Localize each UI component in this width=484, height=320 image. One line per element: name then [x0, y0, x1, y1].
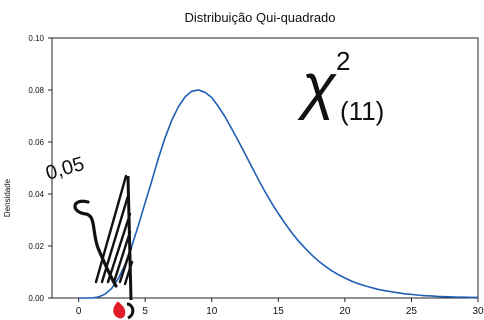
red-mark [113, 301, 126, 319]
y-tick-label: 0.00 [28, 294, 44, 303]
chart-title: Distribuição Qui-quadrado [184, 10, 335, 25]
series-group [78, 89, 478, 299]
axes [51, 37, 479, 299]
y-axis-label: Densidade [3, 178, 12, 217]
y-tick-label: 0.10 [28, 34, 44, 43]
chi-symbol: χ [297, 52, 337, 121]
critical-value-line [126, 175, 133, 301]
y-tick-label: 0.02 [28, 242, 44, 251]
x-tick-label: 30 [472, 306, 484, 317]
x-tick-label: 25 [406, 306, 418, 317]
x-tick-label: 20 [339, 306, 351, 317]
handwritten-annotations: χ 2 (11) 0,05 [43, 46, 384, 320]
alpha-label: 0,05 [43, 153, 86, 185]
y-tick-label: 0.04 [28, 190, 44, 199]
x-tick-label: 0 [76, 306, 82, 317]
x-axis-ticks: 0 5 10 15 20 25 30 [76, 298, 484, 317]
x-tick-label: 15 [273, 306, 285, 317]
y-tick-label: 0.06 [28, 138, 44, 147]
chi-df-label: (11) [340, 96, 384, 126]
x-tick-label: 5 [142, 306, 148, 317]
x-tick-label: 10 [206, 306, 218, 317]
y-axis-ticks: 0.00 0.02 0.04 0.06 0.08 0.10 [28, 34, 52, 303]
rejection-region-hatching [94, 174, 134, 286]
chi-exponent: 2 [336, 46, 350, 76]
y-tick-label: 0.08 [28, 86, 44, 95]
plot-frame [51, 37, 479, 299]
handwritten-mark [126, 302, 135, 320]
density-curve [78, 89, 478, 299]
